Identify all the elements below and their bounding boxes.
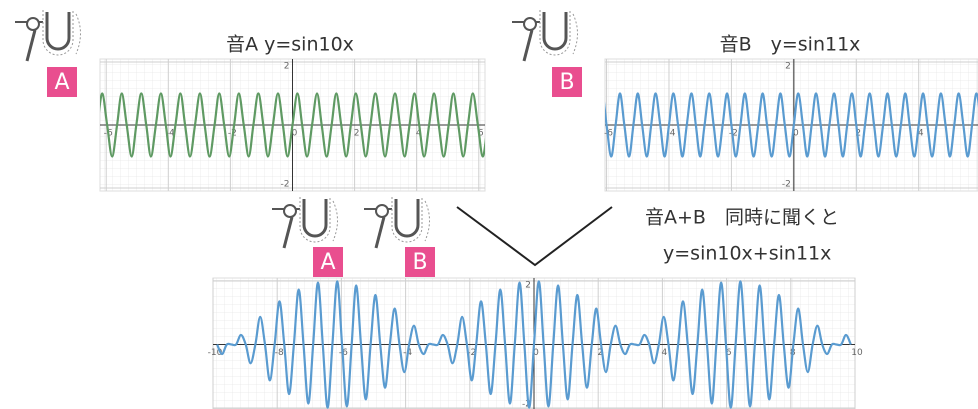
merge-arrow	[457, 207, 612, 265]
y-tick-label: 2	[284, 62, 290, 72]
chart-title: 音A+B 同時に聞くと	[645, 207, 839, 229]
x-tick-label: 10	[851, 348, 863, 358]
tuning-fork-icon	[364, 197, 430, 248]
badge-label: B	[412, 250, 427, 275]
tuning-fork-icon	[512, 10, 578, 61]
y-tick-label: -2	[281, 180, 290, 190]
badge-label: B	[559, 70, 574, 95]
chart-title: 音A y=sin10x	[226, 34, 354, 56]
y-tick-label: 2	[525, 281, 531, 291]
y-tick-label: 2	[785, 62, 791, 72]
page: {"chart_data": [ {"type": "line", "title…	[0, 0, 978, 409]
x-tick-label: 2	[354, 129, 360, 139]
diagram: -6-4-20246-22音A y=sin10xA-6-4-2024-22音B …	[0, 0, 978, 409]
x-tick-label: 4	[662, 348, 668, 358]
x-tick-label: -8	[275, 348, 284, 358]
badge-label: A	[54, 70, 69, 95]
chart-subtitle: y=sin10x+sin11x	[663, 243, 831, 265]
tuning-fork-icon	[272, 197, 338, 248]
tuning-fork-icon	[15, 10, 81, 61]
y-tick-label: -2	[782, 180, 791, 190]
chart-title: 音B y=sin11x	[720, 34, 861, 56]
badge-label: A	[320, 250, 335, 275]
